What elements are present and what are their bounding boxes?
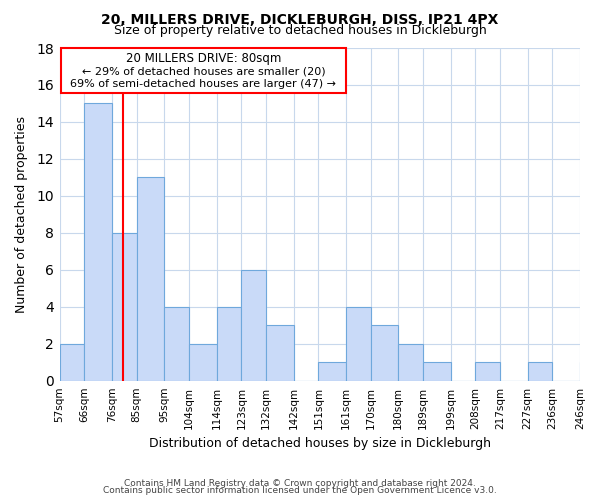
Bar: [189, 344, 217, 381]
Y-axis label: Number of detached properties: Number of detached properties: [15, 116, 28, 313]
Text: ← 29% of detached houses are smaller (20): ← 29% of detached houses are smaller (20…: [82, 66, 325, 76]
Bar: [112, 233, 137, 381]
Bar: [580, 362, 600, 381]
Text: 20 MILLERS DRIVE: 80sqm: 20 MILLERS DRIVE: 80sqm: [126, 52, 281, 64]
Bar: [61, 48, 346, 94]
Bar: [59, 344, 85, 381]
Bar: [266, 326, 293, 381]
Text: Size of property relative to detached houses in Dickleburgh: Size of property relative to detached ho…: [113, 24, 487, 37]
Bar: [423, 362, 451, 381]
Bar: [319, 362, 346, 381]
Text: Contains HM Land Registry data © Crown copyright and database right 2024.: Contains HM Land Registry data © Crown c…: [124, 478, 476, 488]
Bar: [217, 307, 241, 381]
Bar: [241, 270, 266, 381]
Bar: [371, 326, 398, 381]
Bar: [398, 344, 423, 381]
Bar: [137, 178, 164, 381]
Bar: [475, 362, 500, 381]
Text: 69% of semi-detached houses are larger (47) →: 69% of semi-detached houses are larger (…: [70, 79, 337, 89]
Bar: [346, 307, 371, 381]
X-axis label: Distribution of detached houses by size in Dickleburgh: Distribution of detached houses by size …: [149, 437, 491, 450]
Bar: [527, 362, 553, 381]
Bar: [164, 307, 189, 381]
Text: 20, MILLERS DRIVE, DICKLEBURGH, DISS, IP21 4PX: 20, MILLERS DRIVE, DICKLEBURGH, DISS, IP…: [101, 12, 499, 26]
Bar: [85, 104, 112, 381]
Text: Contains public sector information licensed under the Open Government Licence v3: Contains public sector information licen…: [103, 486, 497, 495]
